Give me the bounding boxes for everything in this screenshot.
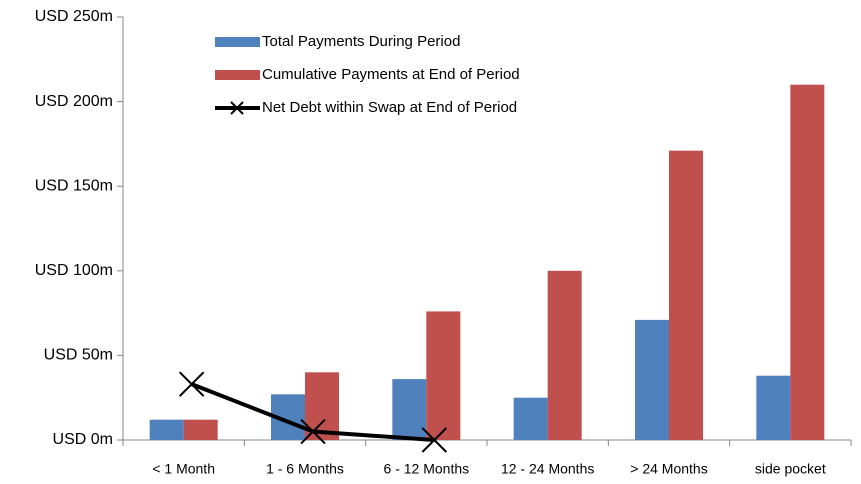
legend-label: Net Debt within Swap at End of Period: [262, 99, 517, 116]
marker: [178, 371, 205, 397]
bar: [790, 84, 825, 441]
bar: [756, 375, 791, 440]
bar: [669, 150, 703, 440]
x-tick-label: side pocket: [755, 461, 826, 477]
legend-swatch: [215, 70, 260, 80]
y-tick-label: USD 250m: [35, 8, 113, 25]
bar: [513, 397, 548, 440]
bar: [183, 419, 218, 440]
bar: [392, 379, 427, 440]
y-tick-label: USD 50m: [44, 347, 113, 364]
bar: [149, 419, 184, 440]
legend-label: Total Payments During Period: [262, 33, 460, 50]
legend-swatch: [215, 37, 260, 47]
y-tick-label: USD 0m: [53, 431, 113, 448]
x-tick-label: 12 - 24 Months: [501, 461, 594, 477]
legend-label: Cumulative Payments at End of Period: [262, 66, 520, 83]
y-tick-label: USD 100m: [35, 262, 113, 279]
bar: [426, 311, 461, 440]
bar: [635, 319, 669, 440]
x-tick-label: < 1 Month: [152, 461, 215, 477]
y-tick-label: USD 150m: [35, 177, 113, 194]
marker: [421, 427, 448, 453]
y-tick-label: USD 200m: [35, 93, 113, 110]
x-tick-label: > 24 Months: [630, 461, 707, 477]
x-tick-label: 6 - 12 Months: [384, 461, 470, 477]
legend-marker: [230, 101, 244, 115]
marker: [300, 418, 326, 445]
x-tick-label: 1 - 6 Months: [266, 461, 344, 477]
bar: [547, 270, 582, 440]
